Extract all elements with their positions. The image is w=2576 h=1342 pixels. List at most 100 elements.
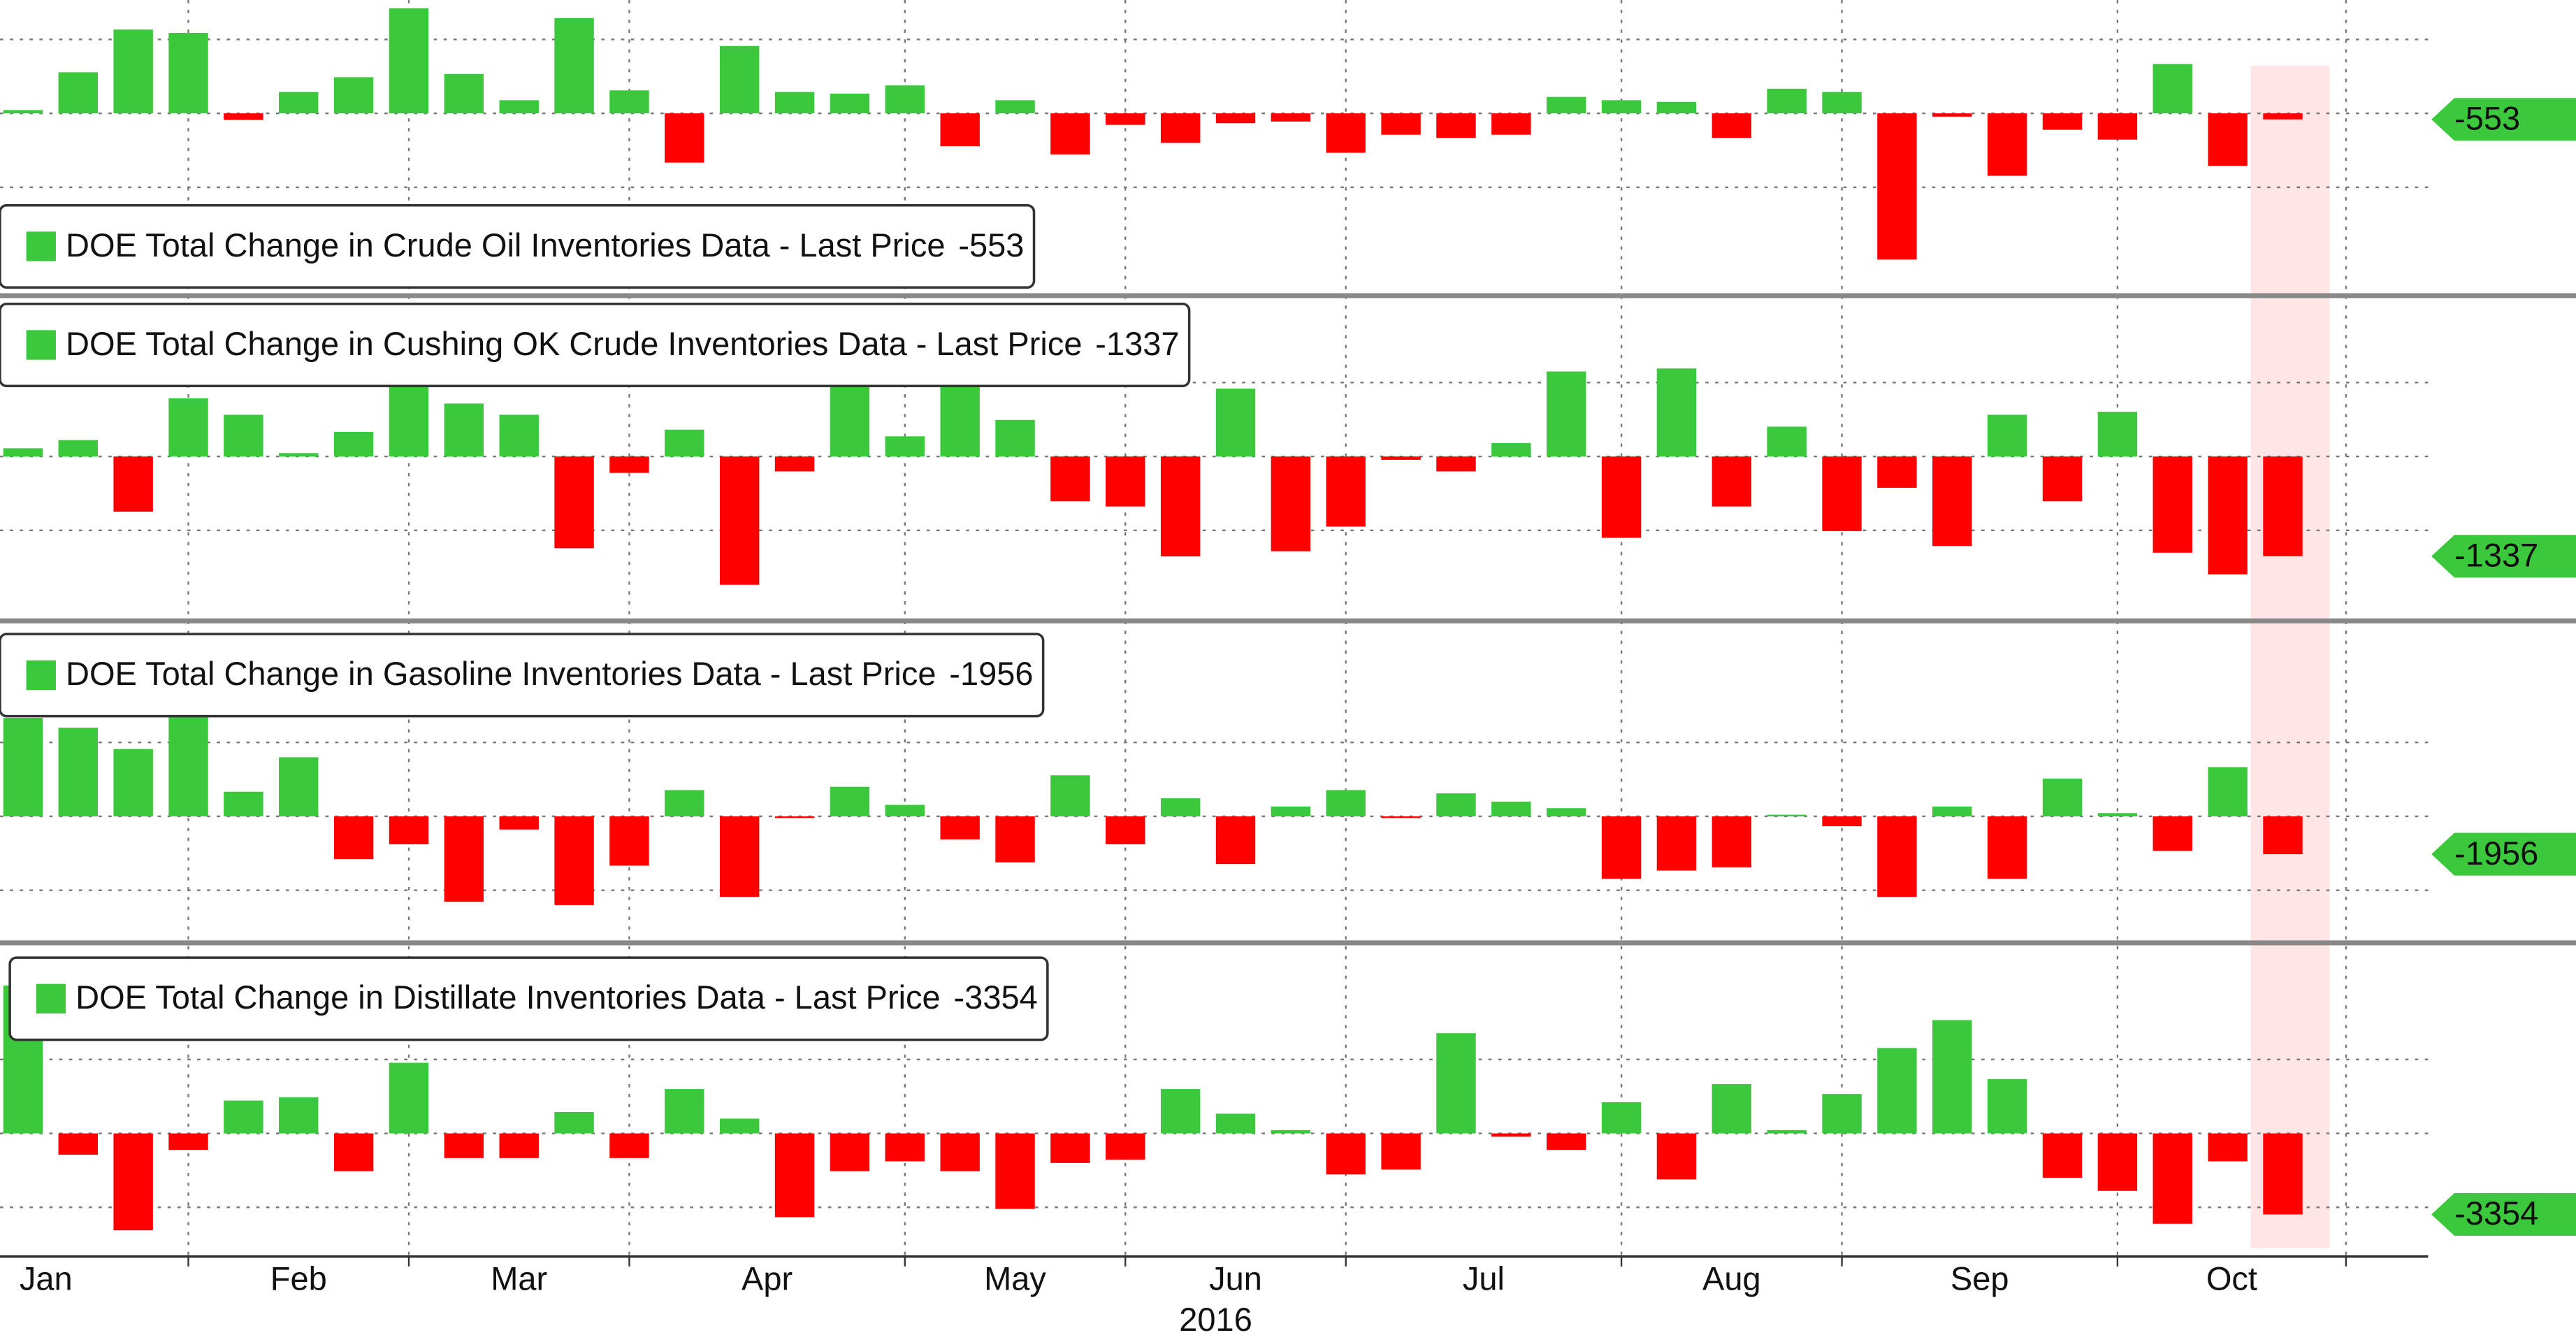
bar: [1050, 775, 1090, 816]
bar: [1271, 806, 1311, 816]
legend-label: DOE Total Change in Distillate Inventori…: [75, 979, 1038, 1016]
bar: [1160, 798, 1201, 816]
legend-name: DOE Total Change in Crude Oil Inventorie…: [66, 226, 945, 264]
bar: [2152, 1133, 2192, 1224]
bar: [1436, 1033, 1476, 1134]
bar: [1381, 456, 1421, 460]
bar: [1160, 113, 1201, 143]
bar: [995, 100, 1035, 114]
bar: [719, 456, 760, 585]
bar: [389, 1062, 429, 1134]
bar: [279, 453, 319, 457]
bar: [1326, 790, 1366, 816]
bar: [444, 1133, 484, 1158]
legend-box: [0, 303, 1191, 388]
bar: [113, 1133, 153, 1231]
highlight-band: [2250, 66, 2330, 1249]
bar: [1601, 456, 1642, 538]
bar: [2097, 113, 2138, 140]
bar: [1271, 1130, 1311, 1134]
bar: [1491, 442, 1531, 457]
legend: DOE Total Change in Gasoline Inventories…: [0, 633, 1045, 718]
bar: [1822, 1094, 1862, 1134]
bar: [113, 749, 153, 816]
bar: [1822, 816, 1862, 827]
bar: [168, 714, 208, 816]
bar: [58, 72, 98, 114]
bar: [224, 113, 263, 120]
bar: [1326, 456, 1366, 527]
x-tick-label: Jul: [1463, 1260, 1505, 1297]
x-tick-label: Feb: [270, 1260, 327, 1297]
bar: [1326, 1133, 1366, 1175]
bar: [168, 33, 208, 114]
bar: [609, 1133, 649, 1158]
bar: [1712, 456, 1752, 507]
bar: [1215, 113, 1256, 124]
bar: [554, 816, 594, 905]
bar: [1436, 456, 1476, 472]
price-tag: [2431, 1192, 2576, 1236]
bar: [224, 414, 263, 457]
bar: [1656, 1133, 1697, 1180]
bar: [1656, 816, 1697, 871]
legend-swatch: [26, 660, 56, 691]
legend-box: [8, 956, 1049, 1041]
bar: [1106, 816, 1145, 844]
bar: [719, 45, 760, 114]
bar: [2208, 767, 2248, 816]
price-tag: [2431, 98, 2576, 141]
x-tick-label: May: [984, 1260, 1046, 1297]
bar: [774, 1133, 815, 1218]
bar: [333, 431, 374, 457]
bar: [1381, 1133, 1421, 1170]
bar: [719, 816, 760, 897]
bar: [2042, 113, 2083, 130]
bar: [389, 8, 429, 114]
bar: [2263, 456, 2303, 556]
bar: [665, 429, 704, 457]
legend-name: DOE Total Change in Cushing OK Crude Inv…: [66, 325, 1082, 362]
bar: [1050, 456, 1090, 502]
x-tick-label: Oct: [2206, 1260, 2257, 1297]
bar: [665, 1089, 704, 1134]
bar: [1767, 1130, 1807, 1134]
bar: [940, 816, 980, 839]
bar: [1381, 113, 1421, 135]
bar: [940, 383, 980, 457]
bar: [1106, 113, 1145, 125]
bar: [333, 77, 374, 114]
bar: [609, 456, 649, 473]
bar: [1601, 816, 1642, 879]
bar: [168, 1133, 208, 1150]
bar: [1712, 1084, 1752, 1134]
bar: [2263, 1133, 2303, 1215]
bar: [113, 456, 153, 512]
bar: [3, 717, 43, 816]
x-tick-label: Apr: [741, 1260, 793, 1297]
legend-last-price: -1956: [949, 656, 1033, 693]
legend: DOE Total Change in Cushing OK Crude Inv…: [0, 303, 1191, 388]
price-tag-label: -553: [2454, 100, 2520, 137]
bar: [995, 816, 1035, 863]
bar: [995, 1133, 1035, 1209]
x-tick-label: Jan: [20, 1260, 73, 1297]
bar: [1547, 1133, 1586, 1150]
bar: [774, 456, 815, 472]
bar: [3, 448, 43, 457]
bar: [830, 93, 870, 114]
bar: [1822, 456, 1862, 531]
bar: [2097, 1133, 2138, 1191]
bar: [1932, 113, 1972, 117]
bar: [1215, 816, 1256, 865]
bar: [830, 383, 870, 457]
bar: [1822, 92, 1862, 114]
bar: [1932, 806, 1972, 816]
bar: [1987, 1078, 2027, 1134]
bar: [1326, 113, 1366, 153]
bar: [2263, 113, 2303, 120]
bar: [1106, 1133, 1145, 1160]
bar: [1767, 426, 1807, 457]
bar: [333, 816, 374, 860]
